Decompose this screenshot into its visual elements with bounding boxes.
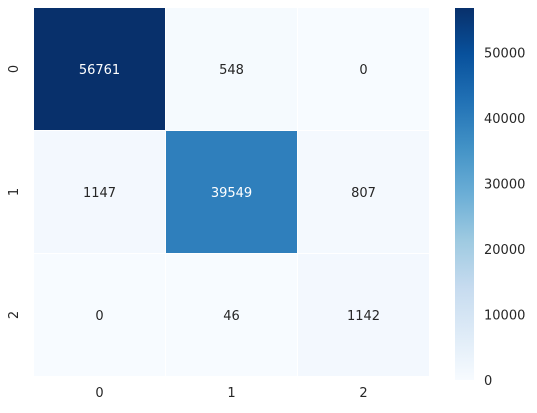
- colorbar: 0 10000 20000 30000 40000 50000: [455, 8, 525, 389]
- colorbar-tick-label-2: 20000: [484, 243, 525, 258]
- y-tick-label-1: 1: [7, 188, 22, 196]
- heatmap-cell-r2-c1: [166, 254, 297, 376]
- cell-annotation-r1-c1: 39549: [211, 186, 252, 201]
- colorbar-tick-label-1: 10000: [484, 308, 525, 323]
- heatmap-cell-r0-c2: [298, 8, 429, 130]
- x-tick-label-0: 0: [95, 386, 103, 401]
- heatmap-cells: [34, 8, 429, 376]
- cell-annotation-r2-c0: 0: [95, 309, 103, 324]
- cell-annotation-r0-c2: 0: [359, 63, 367, 78]
- heatmap-cell-r2-c0: [34, 254, 165, 376]
- colorbar-tick-label-4: 40000: [484, 112, 525, 127]
- heatmap-annotations: 56761 548 0 1147 39549 807 0 46 1142: [79, 63, 380, 324]
- colorbar-tick-label-0: 0: [484, 374, 492, 389]
- x-tick-label-2: 2: [359, 386, 367, 401]
- heatmap-cell-r1-c1: [166, 131, 297, 253]
- cell-annotation-r1-c2: 807: [351, 186, 376, 201]
- colorbar-tick-label-5: 50000: [484, 46, 525, 61]
- heatmap-cell-r0-c0: [34, 8, 165, 130]
- heatmap-cell-r1-c0: [34, 131, 165, 253]
- cell-annotation-r1-c0: 1147: [83, 186, 116, 201]
- colorbar-tick-label-3: 30000: [484, 177, 525, 192]
- cell-annotation-r2-c2: 1142: [347, 309, 380, 324]
- y-axis-ticks: 0 1 2: [7, 65, 22, 319]
- y-tick-label-0: 0: [7, 65, 22, 73]
- heatmap-cell-r2-c2: [298, 254, 429, 376]
- x-axis-ticks: 0 1 2: [95, 386, 367, 401]
- cell-annotation-r2-c1: 46: [223, 309, 240, 324]
- cell-annotation-r0-c0: 56761: [79, 63, 120, 78]
- y-tick-label-2: 2: [7, 311, 22, 319]
- heatmap-cell-r0-c1: [166, 8, 297, 130]
- cell-annotation-r0-c1: 548: [219, 63, 244, 78]
- heatmap-cell-r1-c2: [298, 131, 429, 253]
- x-tick-label-1: 1: [227, 386, 235, 401]
- colorbar-bar: [455, 8, 474, 380]
